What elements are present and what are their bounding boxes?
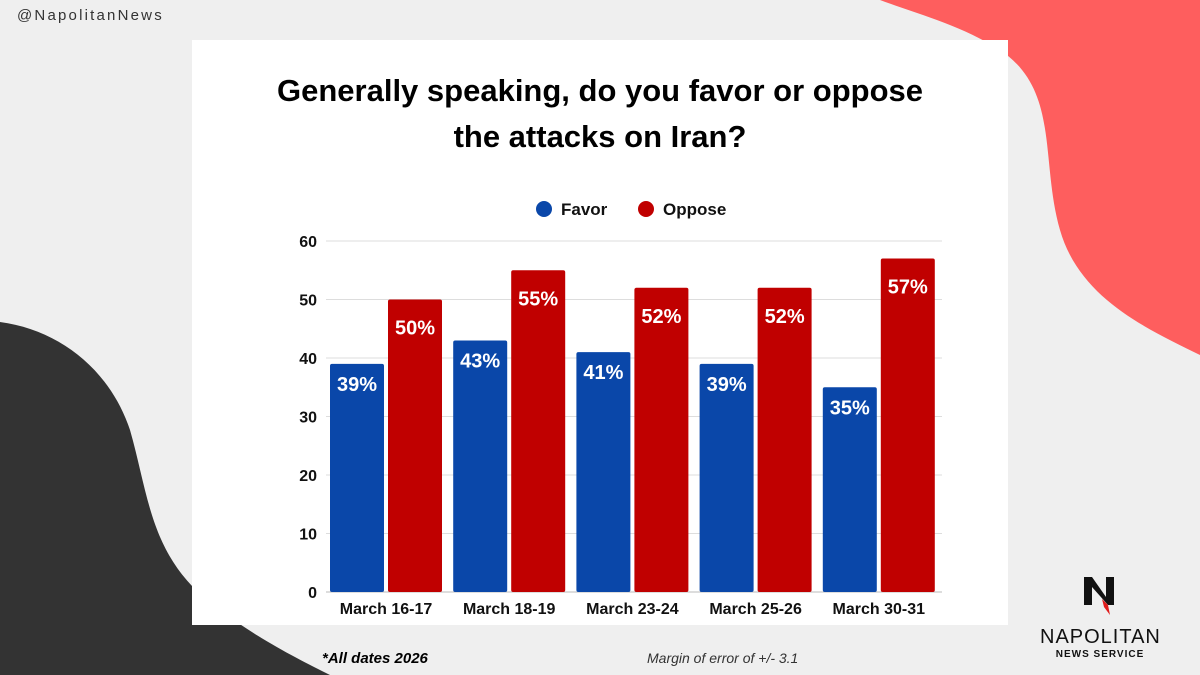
y-tick-label: 50: [299, 293, 317, 310]
dark-blob: [0, 322, 330, 675]
social-handle: @NapolitanNews: [17, 7, 164, 24]
y-tick-label: 0: [308, 585, 317, 602]
data-label: 52%: [765, 306, 805, 328]
data-label: 43%: [460, 350, 500, 372]
data-label: 55%: [518, 288, 558, 310]
x-tick-label: March 23-24: [586, 601, 679, 618]
bar-oppose: [511, 270, 566, 592]
napolitan-logo: NAPOLITAN NEWS SERVICE: [1040, 575, 1160, 660]
title-line-2: the attacks on Iran?: [453, 119, 747, 154]
dates-footnote: *All dates 2026: [322, 650, 428, 667]
logo-mark-icon: [1084, 577, 1114, 615]
bar-oppose: [634, 287, 689, 592]
legend-swatch-favor: [536, 201, 552, 217]
x-tick-label: March 30-31: [833, 601, 926, 618]
data-label: 35%: [830, 397, 870, 419]
bar-favor: [822, 387, 877, 592]
legend-label: Favor: [561, 200, 608, 219]
bar-oppose: [388, 299, 442, 592]
bar-favor: [453, 340, 508, 592]
data-label: 39%: [337, 374, 377, 396]
data-label: 39%: [707, 374, 747, 396]
red-blob: [880, 0, 1200, 355]
x-tick-label: March 25-26: [709, 601, 802, 618]
data-label: 57%: [888, 277, 928, 299]
data-label: 52%: [641, 306, 681, 328]
data-label: 50%: [395, 318, 435, 340]
data-label: 41%: [583, 362, 623, 384]
y-tick-label: 20: [299, 468, 317, 485]
y-tick-label: 10: [299, 527, 317, 544]
bar-favor: [330, 363, 384, 592]
bar-favor: [699, 363, 754, 592]
logo-subtitle: NEWS SERVICE: [1055, 649, 1145, 660]
x-tick-label: March 16-17: [340, 601, 433, 618]
margin-of-error: Margin of error of +/- 3.1: [647, 650, 799, 666]
bar-oppose: [880, 258, 935, 592]
y-tick-label: 60: [299, 234, 317, 251]
y-tick-label: 30: [299, 410, 317, 427]
title-line-1: Generally speaking, do you favor or oppo…: [277, 73, 923, 108]
bar-favor: [576, 352, 631, 592]
x-tick-label: March 18-19: [463, 601, 556, 618]
y-tick-label: 40: [299, 351, 317, 368]
logo-name: NAPOLITAN: [1040, 626, 1161, 648]
legend-label: Oppose: [663, 200, 726, 219]
chart-title: Generally speaking, do you favor or oppo…: [192, 68, 1008, 160]
bar-oppose: [757, 287, 812, 592]
legend-swatch-oppose: [638, 201, 654, 217]
